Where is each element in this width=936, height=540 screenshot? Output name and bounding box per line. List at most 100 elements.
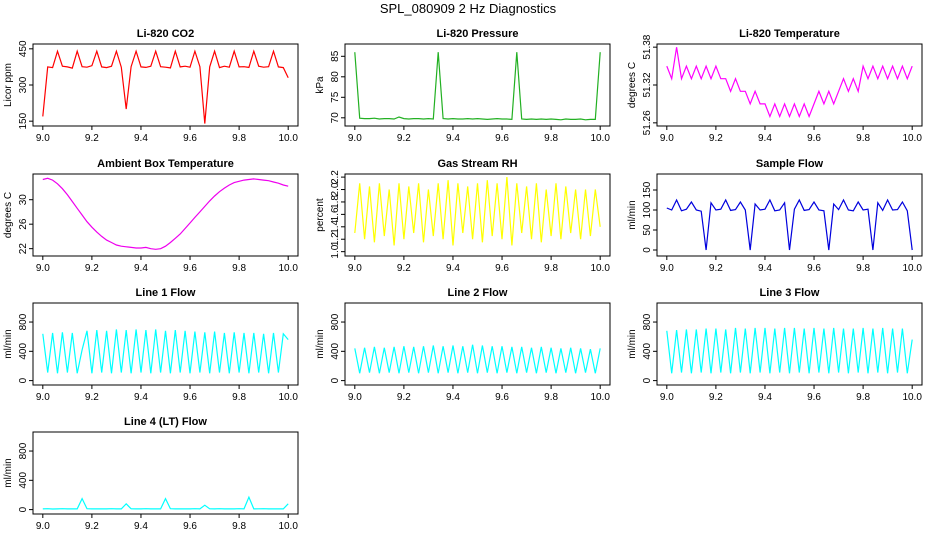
x-tick-label: 9.2 <box>85 521 99 532</box>
data-line <box>666 47 913 119</box>
x-tick-label: 9.4 <box>446 133 460 144</box>
data-line <box>666 327 913 374</box>
x-tick-label: 10.0 <box>278 133 298 144</box>
plot-frame <box>32 173 299 257</box>
y-tick-label: 80 <box>330 71 341 83</box>
panel: Line 2 Flow 9.0 9.2 9.4 9.6 9.8 10.0 0 400 800 ml/… <box>315 287 611 403</box>
x-tick-label: 9.4 <box>758 263 772 274</box>
plot-area <box>42 49 289 124</box>
plot-frame <box>656 173 923 257</box>
plot-area <box>666 47 913 119</box>
y-tick-label: 0 <box>18 377 29 383</box>
x-tick-label: 9.0 <box>660 392 674 403</box>
x-tick-label: 9.4 <box>758 133 772 144</box>
plot-area <box>354 177 601 246</box>
plot-area <box>42 177 289 250</box>
y-tick-label: 400 <box>18 343 29 360</box>
x-tick-label: 10.0 <box>590 133 610 144</box>
x-tick-label: 9.4 <box>446 263 460 274</box>
x-tick-label: 9.6 <box>495 133 509 144</box>
x-tick-label: 9.4 <box>446 392 460 403</box>
panel-title: Line 2 Flow <box>448 287 508 299</box>
x-tick-label: 9.8 <box>544 392 558 403</box>
x-tick-label: 9.6 <box>183 263 197 274</box>
x-tick-label: 9.0 <box>348 392 362 403</box>
y-tick-label: 51.32 <box>642 72 653 97</box>
x-tick-label: 9.8 <box>232 263 246 274</box>
x-tick-label: 9.0 <box>660 263 674 274</box>
y-tick-label: 0 <box>18 506 29 512</box>
x-tick-label: 9.4 <box>134 263 148 274</box>
y-axis-label: kPa <box>315 76 326 94</box>
panel: Li-820 Temperature 9.0 9.2 9.4 9.6 9.8 10.0 51.… <box>627 28 923 144</box>
data-line <box>354 177 601 246</box>
y-tick-label: 400 <box>330 343 341 360</box>
x-tick-label: 9.6 <box>807 392 821 403</box>
x-tick-label: 9.2 <box>397 133 411 144</box>
x-tick-label: 9.6 <box>807 133 821 144</box>
y-tick-label: 800 <box>18 313 29 330</box>
x-tick-label: 10.0 <box>902 392 922 403</box>
x-tick-label: 9.0 <box>348 263 362 274</box>
panel-title: Ambient Box Temperature <box>97 158 234 170</box>
y-tick-label: 2.0 <box>330 182 341 196</box>
data-line <box>354 344 601 374</box>
y-axis-label: ml/min <box>627 200 638 229</box>
y-tick-label: 26 <box>18 218 29 230</box>
panel-title: Line 4 (LT) Flow <box>124 416 207 428</box>
x-tick-label: 10.0 <box>278 263 298 274</box>
y-tick-label: 150 <box>642 181 653 198</box>
y-tick-label: 2.2 <box>330 170 341 184</box>
panel: Line 1 Flow 9.0 9.2 9.4 9.6 9.8 10.0 0 400 800 ml/… <box>3 287 299 403</box>
y-tick-label: 800 <box>642 313 653 330</box>
x-tick-label: 9.8 <box>856 133 870 144</box>
x-tick-label: 9.2 <box>709 263 723 274</box>
plot-area <box>666 327 913 374</box>
x-tick-label: 9.8 <box>856 392 870 403</box>
y-axis-label: ml/min <box>627 329 638 358</box>
plot-frame <box>656 43 923 127</box>
x-tick-label: 9.0 <box>348 133 362 144</box>
y-tick-label: 70 <box>330 112 341 124</box>
x-tick-label: 10.0 <box>902 133 922 144</box>
panel: Ambient Box Temperature 9.0 9.2 9.4 9.6 9.8 10… <box>3 158 299 274</box>
x-tick-label: 10.0 <box>278 521 298 532</box>
x-tick-label: 9.4 <box>134 392 148 403</box>
panel: Gas Stream RH9.0 9.2 9.4 9.6 9.8 10.01.01.21.… <box>315 158 611 274</box>
y-tick-label: 51.38 <box>642 34 653 59</box>
data-line <box>354 52 601 121</box>
x-tick-label: 9.6 <box>495 263 509 274</box>
y-axis-label: ml/min <box>3 329 14 358</box>
y-tick-label: 100 <box>642 201 653 218</box>
plot-frame <box>344 302 611 386</box>
y-tick-label: 51.26 <box>642 110 653 135</box>
x-tick-label: 9.8 <box>544 263 558 274</box>
panel-title: Line 3 Flow <box>760 287 820 299</box>
panel: Li-820 Pressure 9.0 9.2 9.4 9.6 9.8 10.0 70 75 80… <box>315 28 611 144</box>
data-line <box>42 177 289 250</box>
y-tick-label: 1.8 <box>330 195 341 209</box>
x-tick-label: 9.4 <box>134 133 148 144</box>
x-tick-label: 9.6 <box>183 521 197 532</box>
data-line <box>42 329 289 374</box>
y-tick-label: 1.2 <box>330 232 341 246</box>
y-tick-label: 400 <box>18 472 29 489</box>
data-line <box>666 198 913 251</box>
x-tick-label: 9.0 <box>36 392 50 403</box>
plot-frame <box>656 302 923 386</box>
x-tick-label: 9.6 <box>183 133 197 144</box>
panel-title: Line 1 Flow <box>136 287 196 299</box>
panel: Line 3 Flow 9.0 9.2 9.4 9.6 9.8 10.0 0 400 800 ml/… <box>627 287 923 403</box>
x-tick-label: 9.0 <box>36 521 50 532</box>
y-axis-label: degrees C <box>627 62 638 108</box>
x-tick-label: 10.0 <box>278 392 298 403</box>
plot-area <box>354 344 601 374</box>
panel: Li-820 CO2 9.0 9.2 9.4 9.6 9.8 10.0 150 300 450 Li… <box>3 28 299 144</box>
y-tick-label: 75 <box>330 91 341 103</box>
y-tick-label: 400 <box>642 343 653 360</box>
x-tick-label: 10.0 <box>590 392 610 403</box>
x-tick-label: 9.8 <box>856 263 870 274</box>
x-tick-label: 9.0 <box>36 263 50 274</box>
x-tick-label: 9.6 <box>807 263 821 274</box>
